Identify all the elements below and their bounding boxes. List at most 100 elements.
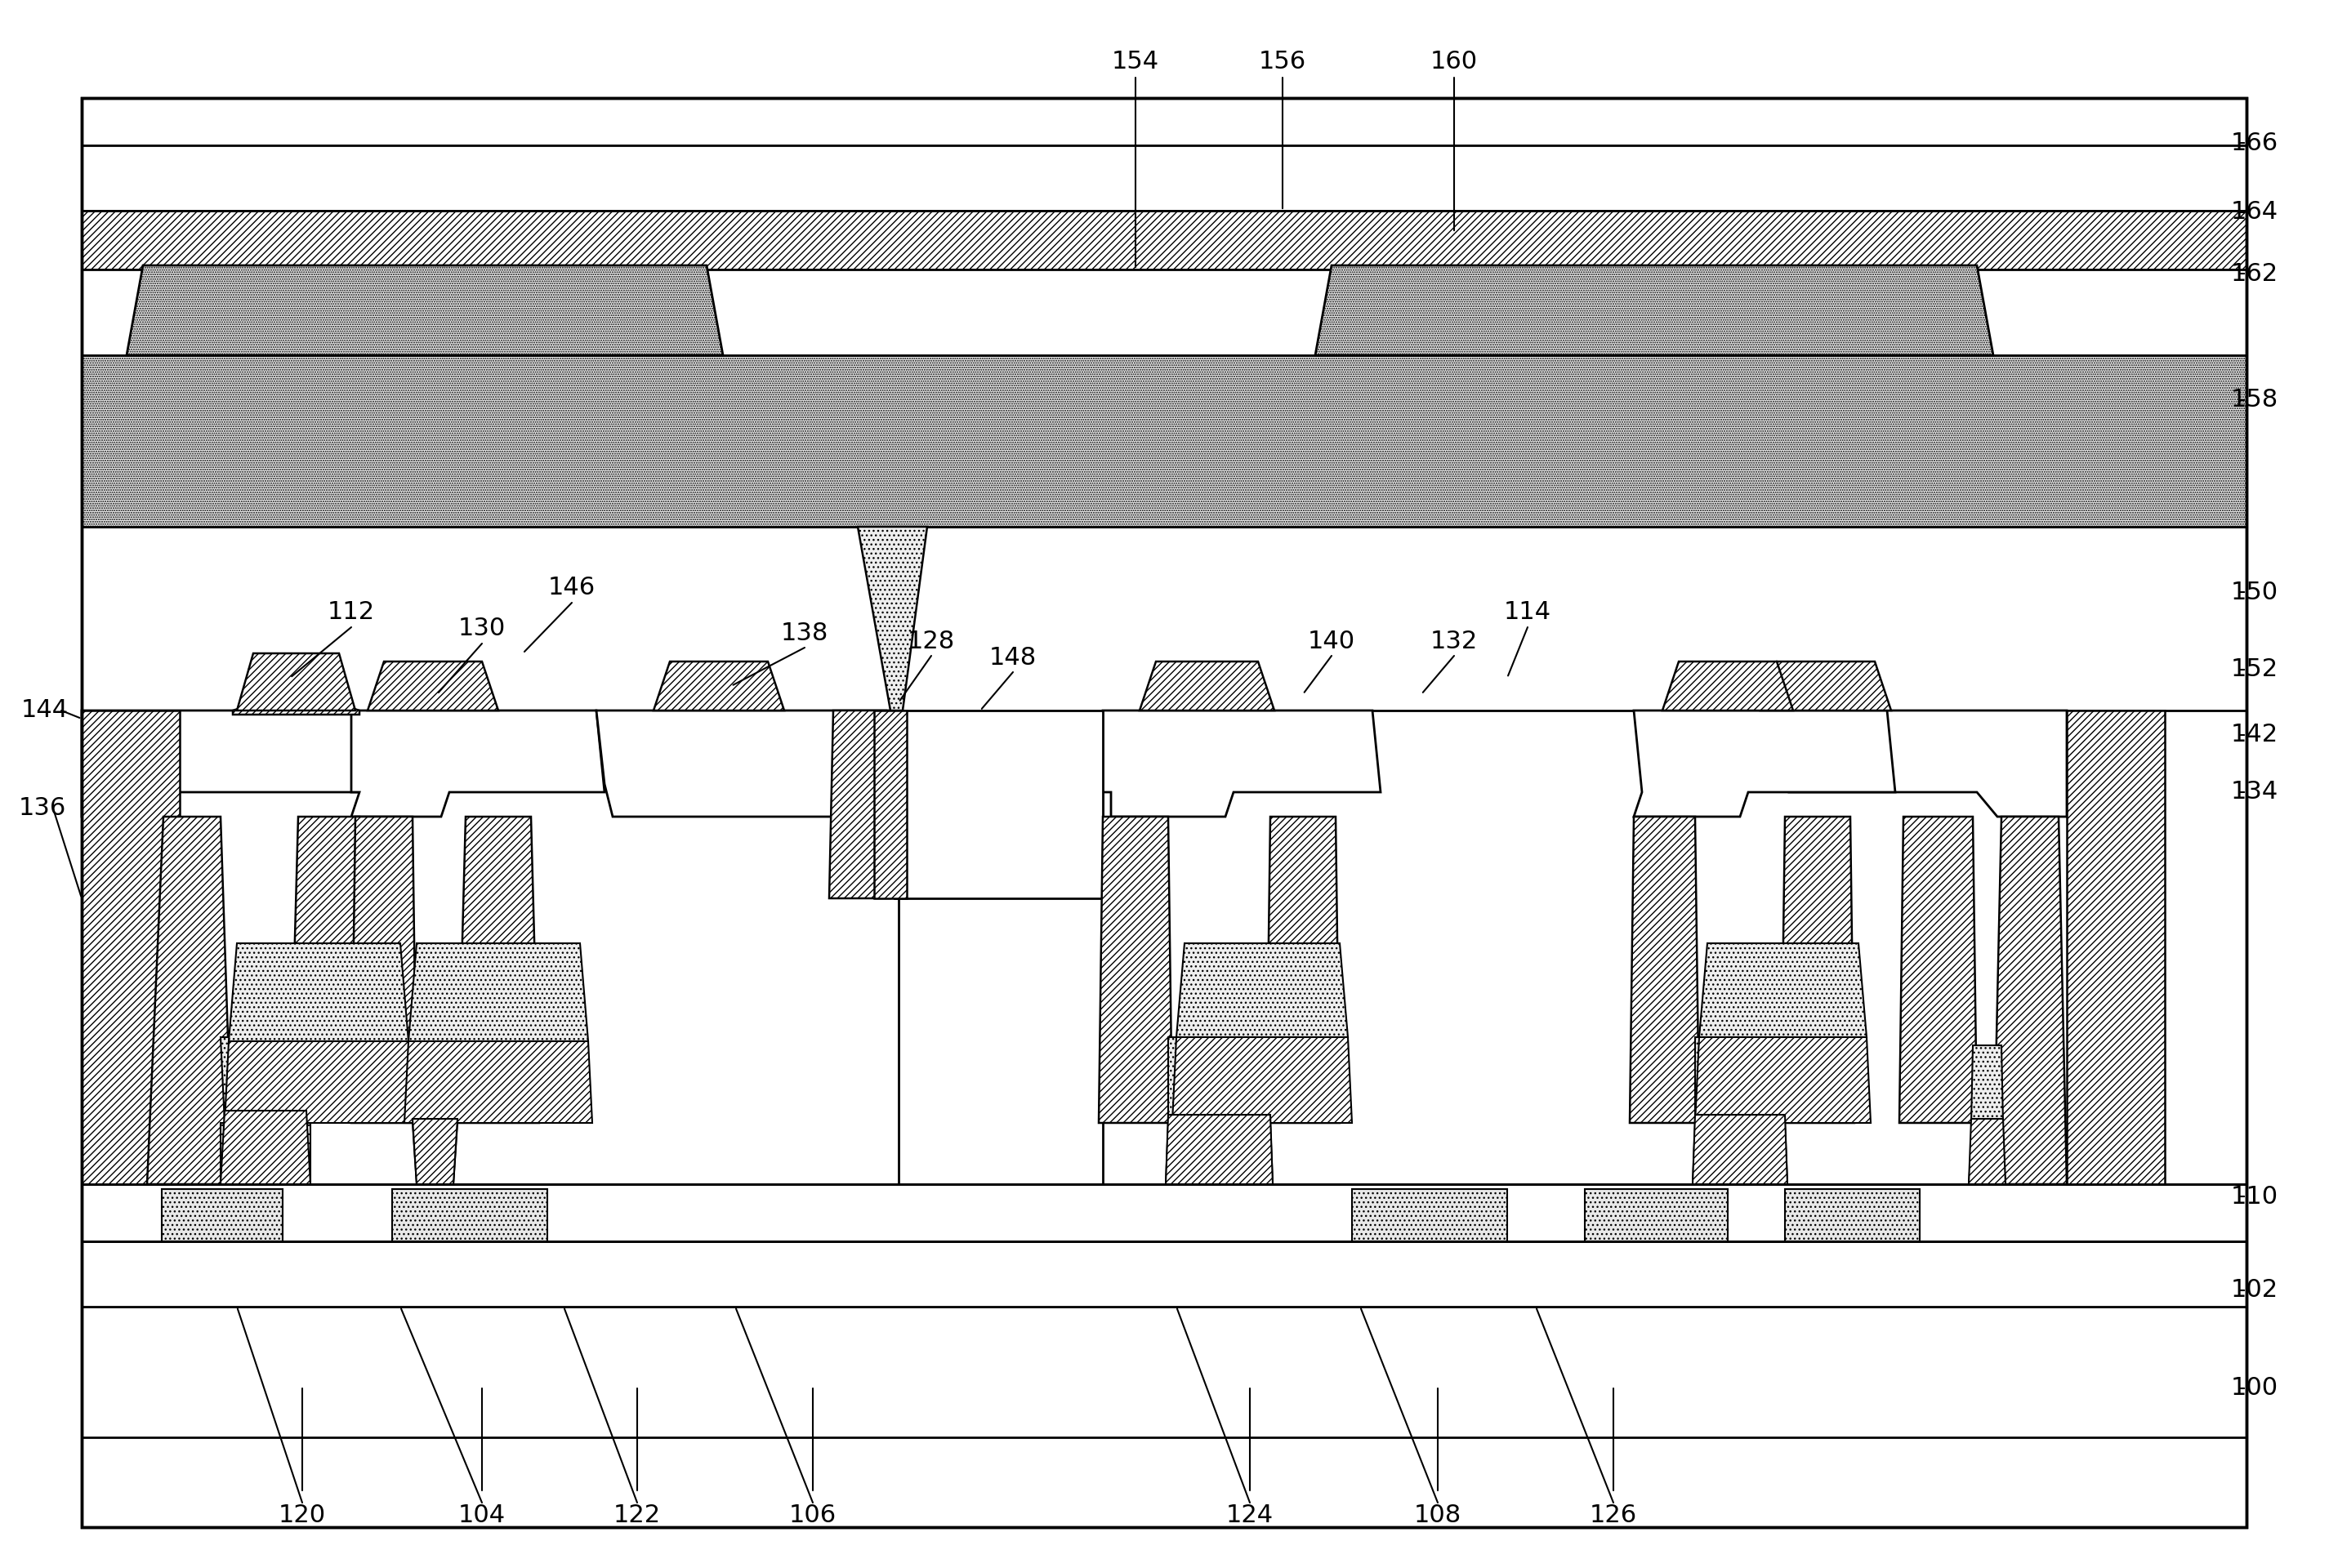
- Polygon shape: [412, 1123, 456, 1184]
- Polygon shape: [82, 710, 899, 1184]
- Polygon shape: [1104, 710, 2247, 1184]
- Polygon shape: [233, 670, 359, 715]
- Polygon shape: [1700, 944, 1866, 1036]
- Text: 138: 138: [780, 621, 829, 644]
- Text: 154: 154: [1111, 50, 1160, 74]
- Polygon shape: [1171, 1036, 1351, 1123]
- Text: 158: 158: [2231, 389, 2278, 412]
- Text: 160: 160: [1430, 50, 1479, 74]
- Polygon shape: [1761, 662, 1891, 710]
- Polygon shape: [82, 270, 2247, 356]
- Text: 164: 164: [2231, 201, 2278, 224]
- Text: 100: 100: [2231, 1377, 2278, 1400]
- Text: 102: 102: [2231, 1278, 2278, 1301]
- Polygon shape: [1635, 710, 1896, 817]
- Text: 150: 150: [2231, 580, 2278, 604]
- Polygon shape: [82, 146, 2247, 210]
- Polygon shape: [456, 817, 538, 1123]
- Polygon shape: [412, 1120, 456, 1184]
- Polygon shape: [82, 1184, 2247, 1242]
- Text: 146: 146: [547, 575, 596, 601]
- Polygon shape: [1316, 265, 1994, 356]
- Polygon shape: [857, 527, 927, 710]
- Polygon shape: [224, 1041, 412, 1123]
- Text: 110: 110: [2231, 1184, 2278, 1209]
- Polygon shape: [894, 710, 1104, 898]
- Polygon shape: [1900, 817, 1977, 1123]
- Polygon shape: [82, 210, 2247, 270]
- Polygon shape: [873, 710, 906, 898]
- Polygon shape: [1099, 817, 1171, 1123]
- Polygon shape: [1176, 944, 1348, 1036]
- Polygon shape: [82, 710, 359, 817]
- Polygon shape: [352, 710, 606, 817]
- Text: 156: 156: [1258, 50, 1307, 74]
- Polygon shape: [221, 1110, 310, 1184]
- Polygon shape: [1693, 1123, 1786, 1184]
- Polygon shape: [1696, 1036, 1870, 1123]
- Text: 166: 166: [2231, 132, 2278, 155]
- Polygon shape: [391, 1189, 547, 1242]
- Polygon shape: [412, 1046, 456, 1123]
- Polygon shape: [1970, 1046, 2003, 1123]
- Polygon shape: [1167, 1123, 1272, 1184]
- Polygon shape: [829, 710, 890, 898]
- Text: 104: 104: [459, 1504, 505, 1527]
- Polygon shape: [596, 710, 906, 817]
- Text: 126: 126: [1591, 1504, 1637, 1527]
- Text: 112: 112: [328, 601, 375, 624]
- Polygon shape: [1169, 1036, 1269, 1123]
- Polygon shape: [221, 1123, 310, 1184]
- Polygon shape: [1968, 1123, 2005, 1184]
- Text: 162: 162: [2231, 262, 2278, 285]
- Polygon shape: [147, 817, 233, 1184]
- Polygon shape: [82, 710, 179, 1184]
- Text: 152: 152: [2231, 659, 2278, 682]
- Polygon shape: [126, 265, 722, 356]
- Polygon shape: [2066, 710, 2164, 1184]
- Polygon shape: [82, 1242, 2247, 1306]
- Text: 114: 114: [1505, 601, 1551, 624]
- Text: 122: 122: [613, 1504, 661, 1527]
- Text: 142: 142: [2231, 723, 2278, 746]
- Text: 106: 106: [790, 1504, 836, 1527]
- Polygon shape: [1663, 662, 1793, 710]
- Polygon shape: [161, 1189, 282, 1242]
- Polygon shape: [1994, 817, 2066, 1184]
- Polygon shape: [1630, 817, 1700, 1123]
- Text: 128: 128: [908, 629, 955, 652]
- Polygon shape: [238, 654, 356, 710]
- Polygon shape: [1104, 710, 1381, 817]
- Text: 124: 124: [1225, 1504, 1274, 1527]
- Polygon shape: [291, 817, 368, 1120]
- Polygon shape: [1789, 710, 2066, 817]
- Polygon shape: [1782, 817, 1854, 1123]
- Polygon shape: [82, 1306, 2247, 1438]
- Polygon shape: [1267, 817, 1339, 1123]
- Polygon shape: [1784, 1189, 1919, 1242]
- Polygon shape: [1696, 1036, 1784, 1123]
- Polygon shape: [221, 1036, 310, 1123]
- Text: 148: 148: [990, 646, 1036, 670]
- Text: 136: 136: [19, 797, 65, 820]
- Polygon shape: [82, 97, 2247, 146]
- Text: 120: 120: [279, 1504, 326, 1527]
- Polygon shape: [1968, 1120, 2005, 1184]
- Polygon shape: [405, 1041, 592, 1123]
- Polygon shape: [1584, 1189, 1728, 1242]
- Polygon shape: [654, 662, 785, 710]
- Polygon shape: [1167, 1115, 1272, 1184]
- Polygon shape: [352, 817, 417, 1123]
- Text: 130: 130: [459, 616, 505, 641]
- Polygon shape: [1351, 1189, 1507, 1242]
- Polygon shape: [82, 527, 2247, 1184]
- Polygon shape: [368, 662, 498, 710]
- Polygon shape: [408, 944, 589, 1041]
- Text: 144: 144: [21, 699, 68, 723]
- Text: 132: 132: [1430, 629, 1479, 652]
- Polygon shape: [228, 944, 408, 1041]
- Text: 140: 140: [1309, 629, 1355, 652]
- Polygon shape: [82, 356, 2247, 527]
- Text: 134: 134: [2231, 781, 2278, 804]
- Text: 108: 108: [1414, 1504, 1463, 1527]
